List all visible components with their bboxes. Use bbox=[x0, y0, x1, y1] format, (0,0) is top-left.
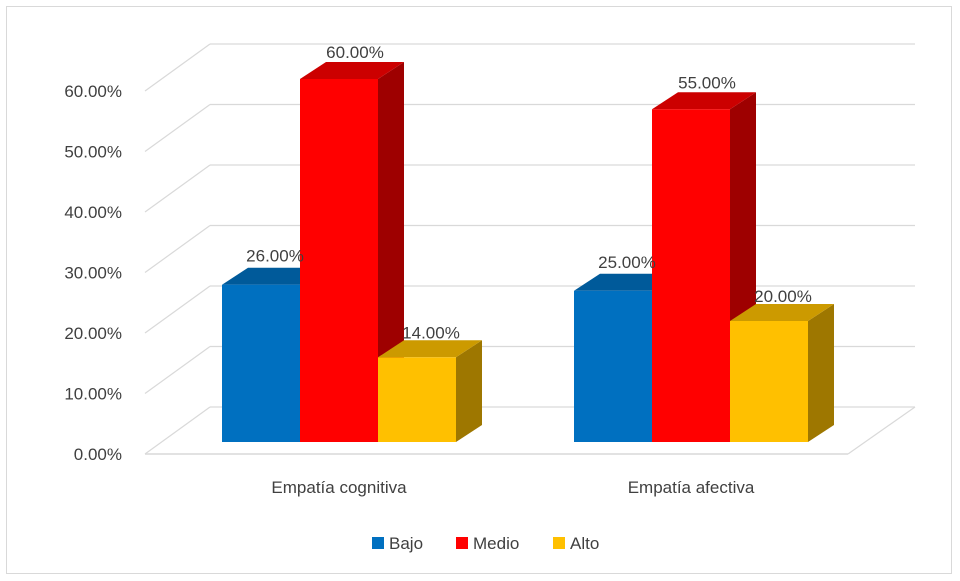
data-label: 55.00% bbox=[678, 73, 736, 92]
bar-top bbox=[300, 62, 404, 79]
legend-item-medio: Medio bbox=[456, 534, 519, 553]
bar-front bbox=[574, 290, 652, 442]
data-label: 14.00% bbox=[402, 323, 460, 342]
legend-swatch bbox=[456, 537, 468, 549]
legend-item-bajo: Bajo bbox=[372, 534, 423, 553]
gridline-depth bbox=[144, 285, 211, 334]
bar-top bbox=[652, 92, 756, 110]
data-label: 26.00% bbox=[246, 247, 304, 266]
legend-label: Alto bbox=[570, 534, 599, 553]
data-label: 20.00% bbox=[754, 287, 812, 306]
y-tick-label: 40.00% bbox=[64, 203, 122, 222]
y-tick-label: 50.00% bbox=[64, 143, 122, 162]
gridline-depth bbox=[144, 225, 211, 273]
gridline-depth bbox=[144, 164, 211, 213]
chart-frame bbox=[6, 6, 952, 574]
bar-alto-1 bbox=[378, 340, 482, 442]
bar-front bbox=[378, 357, 456, 442]
bar-medio-1 bbox=[300, 62, 404, 442]
y-axis: 0.00% 10.00% 20.00% 30.00% 40.00% 50.00% 60.00… bbox=[64, 82, 122, 464]
x-axis: Empatía cognitiva Empatía afectiva bbox=[271, 478, 754, 497]
y-tick-label: 0.00% bbox=[74, 445, 122, 464]
gridline-depth bbox=[144, 104, 211, 152]
gridline-depth bbox=[144, 346, 211, 394]
bar-front bbox=[652, 109, 730, 442]
data-label: 25.00% bbox=[598, 253, 656, 272]
y-tick-label: 60.00% bbox=[64, 82, 122, 101]
legend-item-alto: Alto bbox=[553, 534, 599, 553]
y-tick-label: 20.00% bbox=[64, 324, 122, 343]
gridline-depth bbox=[144, 43, 211, 92]
y-tick-label: 10.00% bbox=[64, 385, 122, 404]
legend: Bajo Medio Alto bbox=[372, 534, 599, 553]
bar-top bbox=[730, 304, 834, 321]
bar-front bbox=[222, 284, 300, 442]
bar-alto-2 bbox=[730, 304, 834, 442]
bars bbox=[222, 62, 834, 442]
legend-swatch bbox=[372, 537, 384, 549]
gridline-depth bbox=[144, 406, 211, 455]
bar-side bbox=[456, 340, 482, 442]
legend-label: Medio bbox=[473, 534, 519, 553]
bar-side bbox=[808, 304, 834, 442]
floor-right bbox=[847, 406, 916, 455]
x-category-label: Empatía cognitiva bbox=[271, 478, 407, 497]
x-category-label: Empatía afectiva bbox=[628, 478, 755, 497]
bar-top bbox=[378, 340, 482, 358]
data-label: 60.00% bbox=[326, 43, 384, 62]
y-tick-label: 30.00% bbox=[64, 264, 122, 283]
legend-label: Bajo bbox=[389, 534, 423, 553]
legend-swatch bbox=[553, 537, 565, 549]
data-labels: 26.00% 60.00% 14.00% 25.00% 55.00% 20.00% bbox=[246, 43, 812, 342]
bar-front bbox=[300, 79, 378, 442]
bar-front bbox=[730, 321, 808, 442]
